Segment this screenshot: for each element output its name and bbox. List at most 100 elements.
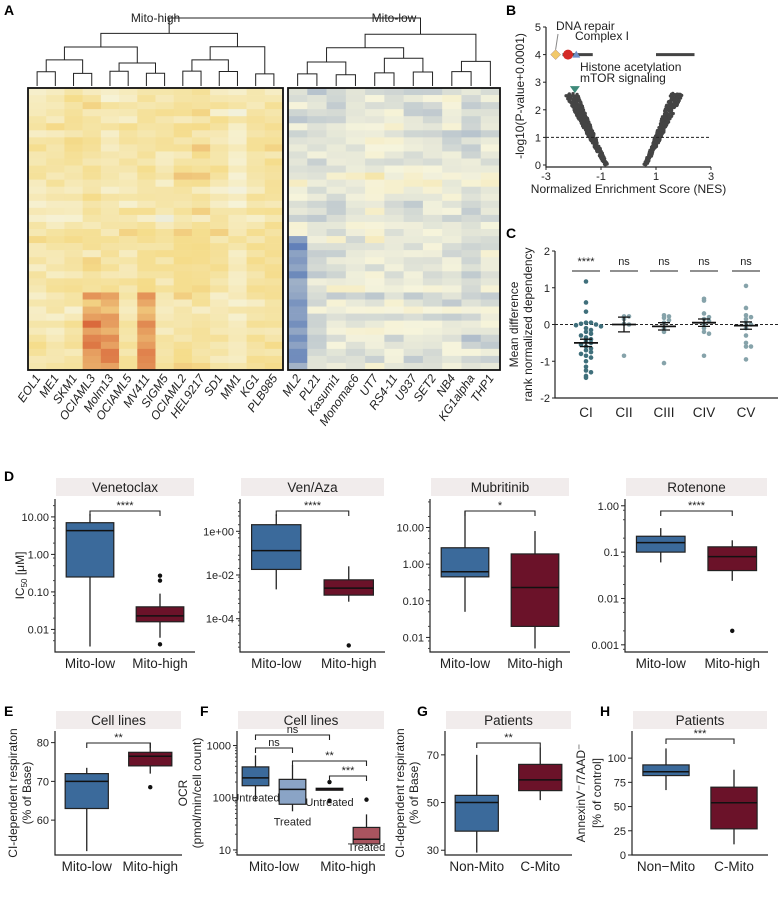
heatmap-cell xyxy=(326,172,347,180)
b-point xyxy=(585,131,589,136)
heatmap-cell xyxy=(173,355,193,364)
heatmap-cell xyxy=(264,320,284,328)
outlier xyxy=(346,643,351,648)
b-ytick-label: 3 xyxy=(535,77,541,89)
c-point xyxy=(743,305,749,311)
heatmap-cell xyxy=(480,320,501,328)
heatmap-cell xyxy=(264,193,284,202)
heatmap-cell xyxy=(82,200,102,209)
heatmap-cell xyxy=(365,278,385,286)
heatmap-cell xyxy=(46,221,65,230)
heatmap-cell xyxy=(480,341,501,350)
heatmap-cell xyxy=(461,348,482,357)
heatmap-cell xyxy=(173,88,193,96)
heatmap-cell xyxy=(155,214,175,223)
heatmap-cell xyxy=(173,123,193,131)
heatmap-cell xyxy=(288,313,308,321)
heatmap-cell xyxy=(173,109,193,117)
heatmap-cell xyxy=(384,151,404,159)
heatmap-cell xyxy=(365,130,385,138)
heatmap-cell xyxy=(403,271,424,279)
heatmap-cell xyxy=(307,236,327,244)
heatmap-cell xyxy=(173,278,193,286)
heatmap-cell xyxy=(246,151,266,159)
heatmap-cell xyxy=(326,123,347,131)
c-point xyxy=(588,346,594,351)
heatmap-cell xyxy=(345,341,366,350)
heatmap-cell xyxy=(28,123,47,131)
heatmap-cell xyxy=(100,292,120,300)
heatmap-cell xyxy=(365,243,385,251)
heatmap-cell xyxy=(365,271,385,279)
c-point xyxy=(661,329,667,335)
heatmap-cell xyxy=(191,229,211,237)
axes xyxy=(429,499,570,653)
b-leader-line xyxy=(555,33,559,50)
heatmap-cell xyxy=(191,271,211,279)
c-point xyxy=(598,324,604,329)
heatmap-cell xyxy=(384,285,404,293)
heatmap-cell xyxy=(191,264,211,272)
heatmap-cell xyxy=(403,306,424,314)
significance-label: **** xyxy=(304,500,322,512)
heatmap-cell xyxy=(28,109,47,117)
heatmap-cell xyxy=(155,109,175,117)
heatmap-cell xyxy=(422,200,443,209)
heatmap-cell xyxy=(326,95,347,103)
box xyxy=(128,751,173,767)
panel-d-rotenone xyxy=(621,478,768,653)
heatmap-cell xyxy=(326,214,347,223)
xtick-label: Mito-high xyxy=(320,859,376,874)
xtick-label: Mito-high xyxy=(507,656,563,671)
y-axis-label: (% of Base) xyxy=(20,762,34,825)
c-point xyxy=(578,333,584,338)
heatmap-cell xyxy=(307,109,327,117)
heatmap-cell xyxy=(173,362,193,371)
strip-title: Cell lines xyxy=(284,713,339,728)
heatmap-cell xyxy=(246,257,266,265)
heatmap-cell xyxy=(326,285,347,293)
heatmap-cell xyxy=(326,116,347,124)
heatmap-cell xyxy=(480,144,501,152)
significance-label: ns xyxy=(287,724,299,736)
b-point xyxy=(605,162,609,166)
c-point xyxy=(583,364,589,370)
heatmap-cell xyxy=(307,271,327,279)
significance-bracket xyxy=(89,510,161,516)
box-sublabel: Untreated xyxy=(305,797,353,809)
b-highlight-label: DNA repair xyxy=(556,19,615,33)
b-point xyxy=(668,100,673,104)
heatmap-cell xyxy=(46,151,65,159)
ytick-label: 75 xyxy=(614,777,626,789)
heatmap-cell xyxy=(137,355,156,364)
heatmap-cell xyxy=(28,116,47,124)
dendrogram-branch xyxy=(451,71,472,86)
heatmap-cell xyxy=(384,250,404,258)
heatmap-cell xyxy=(82,278,102,286)
strip-title: Cell lines xyxy=(91,713,146,728)
heatmap-cell xyxy=(246,109,266,117)
heatmap-cell xyxy=(137,200,156,209)
heatmap-cell xyxy=(210,172,229,180)
heatmap-cell xyxy=(82,327,102,336)
heatmap-cell xyxy=(228,88,247,96)
heatmap-cell xyxy=(365,313,385,321)
heatmap-cell xyxy=(46,362,65,371)
c-point xyxy=(583,300,589,305)
heatmap-cell xyxy=(422,299,443,307)
heatmap-cell xyxy=(480,327,501,336)
heatmap-cell xyxy=(480,165,501,173)
heatmap-cell xyxy=(264,123,284,131)
heatmap-cell xyxy=(28,355,47,364)
heatmap-cell xyxy=(210,116,229,124)
heatmap-cell xyxy=(365,250,385,258)
heatmap-cell xyxy=(191,306,211,314)
heatmap-cell xyxy=(403,355,424,364)
significance-label: **** xyxy=(116,500,134,512)
heatmap-cell xyxy=(173,243,193,251)
heatmap-cell xyxy=(288,207,308,216)
heatmap-cell xyxy=(384,292,404,300)
heatmap-cell xyxy=(64,88,83,96)
heatmap-cell xyxy=(191,95,211,103)
heatmap-cell xyxy=(46,299,65,307)
